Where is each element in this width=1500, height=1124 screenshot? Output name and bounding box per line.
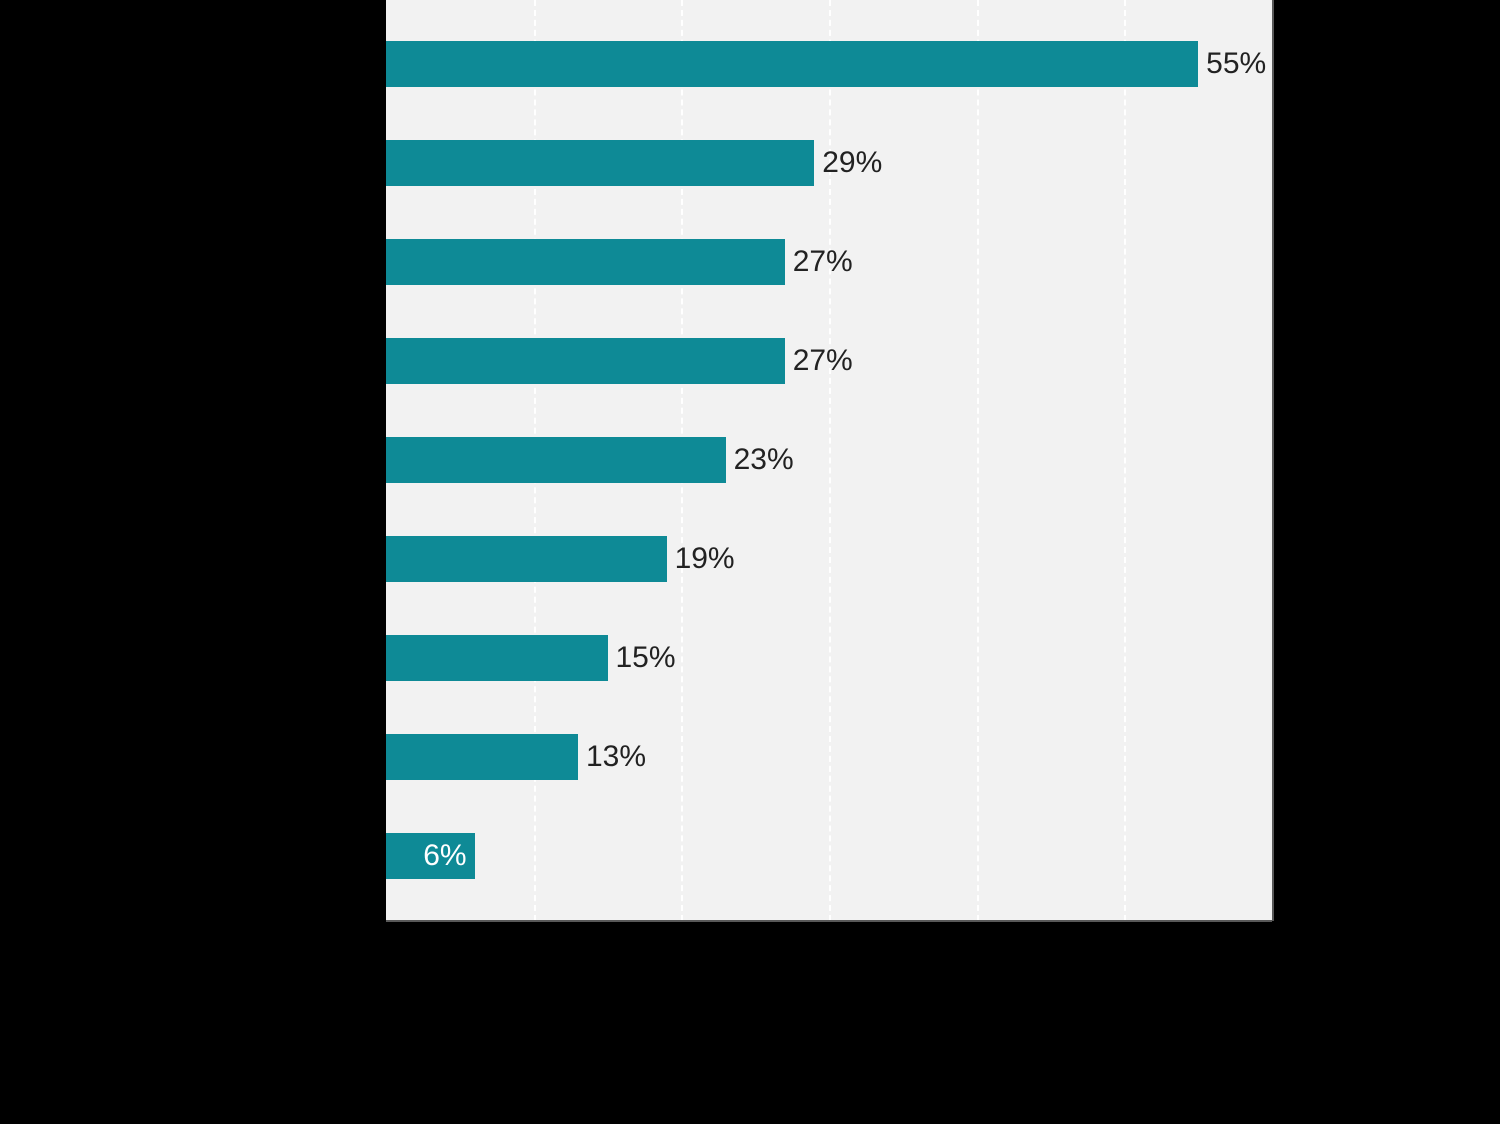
axis-right-border	[1272, 0, 1274, 921]
bar-value-label: 13%	[578, 740, 646, 774]
bar-value-label: 15%	[608, 641, 676, 675]
bar: 29%	[386, 140, 814, 186]
gridline	[977, 0, 979, 921]
axis-bottom-border	[386, 920, 1272, 922]
bar: 27%	[386, 338, 785, 384]
bar: 23%	[386, 437, 726, 483]
bar-value-label: 19%	[667, 542, 735, 576]
bar: 13%	[386, 734, 578, 780]
gridline	[1124, 0, 1126, 921]
bar-value-label: 6%	[423, 839, 466, 873]
bar: 6%	[386, 833, 475, 879]
bar-value-label: 27%	[785, 344, 853, 378]
bar: 55%	[386, 41, 1198, 87]
bar-value-label: 23%	[726, 443, 794, 477]
bar: 19%	[386, 536, 667, 582]
bar-value-label: 29%	[814, 146, 882, 180]
bar: 27%	[386, 239, 785, 285]
bar-value-label: 27%	[785, 245, 853, 279]
gridline	[829, 0, 831, 921]
bar: 15%	[386, 635, 608, 681]
plot-area: 55%29%27%27%23%19%15%13%6%	[386, 0, 1272, 921]
bar-chart: 55%29%27%27%23%19%15%13%6%	[0, 0, 1272, 921]
bar-value-label: 55%	[1198, 47, 1266, 81]
